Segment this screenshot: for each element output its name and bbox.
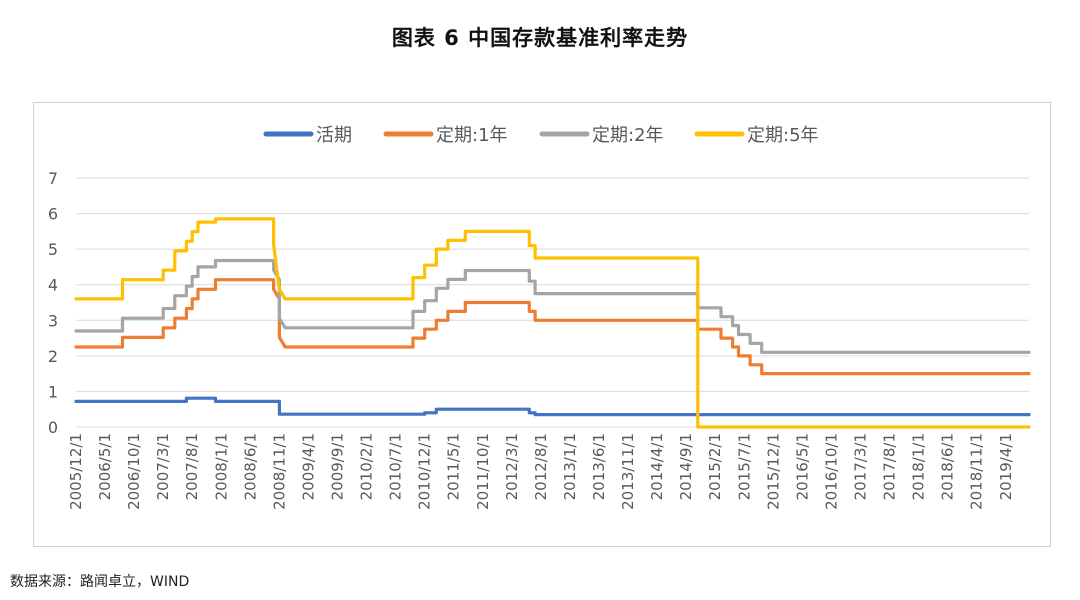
x-tick-label: 2013/1/1	[561, 433, 579, 500]
y-tick-label: 4	[48, 276, 58, 295]
y-tick-label: 0	[48, 418, 58, 437]
x-tick-label: 2005/12/1	[67, 433, 85, 510]
x-tick-label: 2012/3/1	[503, 433, 521, 500]
series-line	[74, 258, 1031, 354]
x-tick-label: 2019/4/1	[997, 433, 1015, 500]
grid-lines	[76, 177, 1029, 428]
x-tick-label: 2008/6/1	[241, 433, 259, 500]
source-note: 数据来源：路闻卓立，WIND	[10, 574, 190, 590]
y-tick-label: 1	[48, 382, 58, 401]
x-tick-label: 2010/2/1	[358, 433, 376, 500]
x-tick-label: 2017/8/1	[881, 433, 899, 500]
series-line	[74, 217, 1031, 429]
x-tick-label: 2016/5/1	[793, 433, 811, 500]
x-tick-label: 2009/4/1	[299, 433, 317, 500]
x-axis-ticks: 2005/12/1 2006/5/1 2006/10/1 2007/3/1 2007/8…	[67, 433, 1015, 510]
page-title: 图表 6 中国存款基准利率走势	[391, 26, 689, 50]
series-line	[74, 278, 1031, 376]
x-tick-label: 2008/11/1	[270, 433, 288, 510]
legend-label: 定期:5年	[747, 125, 819, 146]
x-tick-label: 2011/10/1	[474, 433, 492, 510]
legend: 活期 定期:1年 定期:2年 定期:5年	[263, 125, 819, 146]
y-tick-label: 7	[48, 169, 58, 188]
y-axis-ticks: 0 1 2 3 4 5 6 7	[48, 169, 58, 437]
x-tick-label: 2013/11/1	[619, 433, 637, 510]
x-tick-label: 2013/6/1	[590, 433, 608, 500]
x-tick-label: 2016/10/1	[822, 433, 840, 510]
x-tick-label: 2007/8/1	[183, 433, 201, 500]
y-tick-label: 5	[48, 240, 58, 259]
x-tick-label: 2015/2/1	[706, 433, 724, 500]
x-tick-label: 2014/9/1	[677, 433, 695, 500]
series-line	[74, 396, 1031, 417]
legend-label: 定期:2年	[592, 125, 664, 146]
x-tick-label: 2006/10/1	[125, 433, 143, 510]
x-tick-label: 2015/12/1	[764, 433, 782, 510]
rate-chart: 0 1 2 3 4 5 6 7 2005/12/1 2006/5/1 2006/10/1 2007/…	[48, 125, 1031, 510]
y-tick-label: 3	[48, 311, 58, 330]
y-tick-label: 2	[48, 347, 58, 366]
x-tick-label: 2010/12/1	[416, 433, 434, 510]
x-tick-label: 2018/11/1	[968, 433, 986, 510]
x-tick-label: 2015/7/1	[735, 433, 753, 500]
x-tick-label: 2017/3/1	[851, 433, 869, 500]
x-tick-label: 2011/5/1	[445, 433, 463, 500]
legend-label: 定期:1年	[436, 125, 508, 146]
chart-frame: 0 1 2 3 4 5 6 7 2005/12/1 2006/5/1 2006/10/1 2007/…	[33, 102, 1051, 547]
x-tick-label: 2006/5/1	[96, 433, 114, 500]
x-tick-label: 2012/8/1	[532, 433, 550, 500]
legend-label: 活期	[316, 125, 352, 146]
y-tick-label: 6	[48, 205, 58, 224]
x-tick-label: 2009/9/1	[328, 433, 346, 500]
x-tick-label: 2014/4/1	[648, 433, 666, 500]
x-tick-label: 2018/1/1	[910, 433, 928, 500]
x-tick-label: 2007/3/1	[154, 433, 172, 500]
x-tick-label: 2018/6/1	[939, 433, 957, 500]
x-tick-label: 2010/7/1	[387, 433, 405, 500]
series-lines	[74, 217, 1031, 429]
x-tick-label: 2008/1/1	[212, 433, 230, 500]
